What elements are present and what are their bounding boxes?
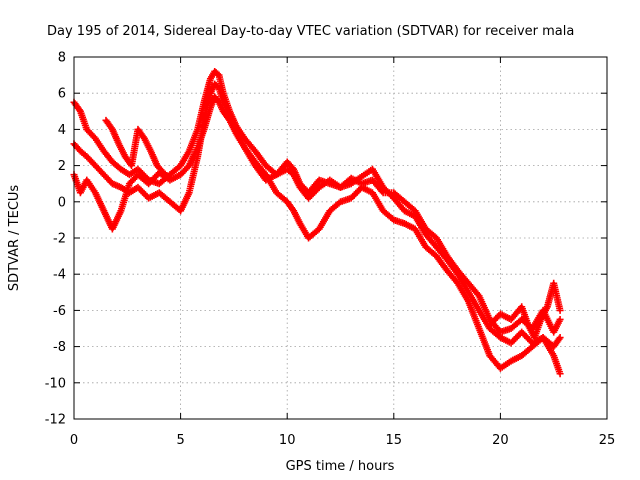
x-tick-label: 25 xyxy=(599,433,616,448)
y-axis-label: SDTVAR / TECUs xyxy=(7,185,22,292)
data-point xyxy=(556,306,564,314)
x-tick-label: 20 xyxy=(492,433,509,448)
y-tick-label: 2 xyxy=(58,159,66,174)
y-tick-label: -8 xyxy=(53,340,66,355)
data-point xyxy=(75,106,83,114)
data-point xyxy=(555,335,563,343)
y-tick-label: 6 xyxy=(58,87,66,102)
y-tick-label: 0 xyxy=(58,195,66,210)
y-tick-label: -12 xyxy=(45,413,66,428)
chart-title: Day 195 of 2014, Sidereal Day-to-day VTE… xyxy=(47,24,574,39)
series-track-3 xyxy=(70,93,564,378)
x-tick-label: 5 xyxy=(176,433,184,448)
y-tick-label: -10 xyxy=(45,376,66,391)
x-axis-label: GPS time / hours xyxy=(286,459,395,474)
grid-lines xyxy=(74,57,607,419)
data-point xyxy=(556,315,564,323)
data-point xyxy=(556,370,564,378)
series-track-4 xyxy=(102,116,174,182)
x-tick-label: 10 xyxy=(279,433,296,448)
plot-frame xyxy=(73,56,608,420)
y-tick-label: -2 xyxy=(53,232,66,247)
data-point xyxy=(556,334,564,342)
x-tick-label: 0 xyxy=(70,433,78,448)
series-track-5 xyxy=(486,279,564,342)
y-tick-label: 8 xyxy=(58,51,66,66)
data-marks xyxy=(70,67,564,378)
y-tick-label: 4 xyxy=(58,123,66,138)
x-tick-label: 15 xyxy=(386,433,403,448)
y-tick-label: -6 xyxy=(53,304,66,319)
axes: -12 -10 -8 -6 -4 -2 0 2 4 6 8 0 5 10 15 20 25 xyxy=(45,51,616,449)
y-tick-label: -4 xyxy=(53,268,66,283)
data-point xyxy=(166,174,174,182)
